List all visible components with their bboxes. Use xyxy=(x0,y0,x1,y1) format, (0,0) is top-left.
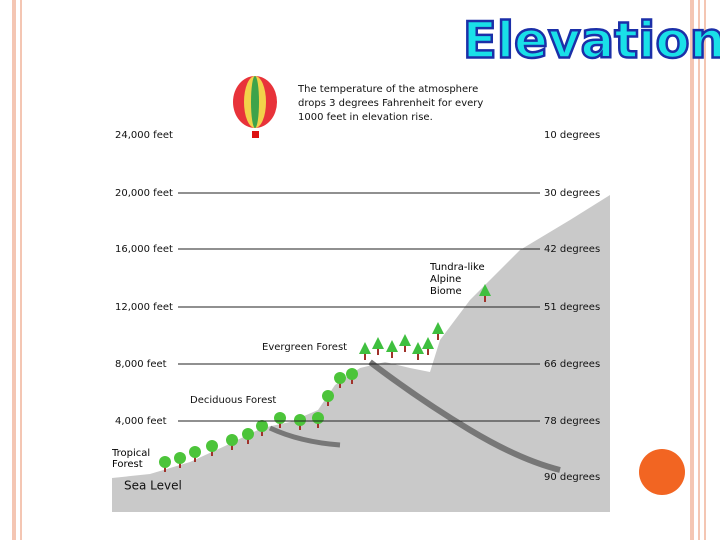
tree-crown xyxy=(206,440,218,452)
tree-crown xyxy=(174,452,186,464)
slide-title: Elevation xyxy=(463,12,720,70)
ridge xyxy=(268,425,341,448)
tree-crown xyxy=(159,456,171,468)
elevation-label: 24,000 feet xyxy=(115,130,173,141)
tree-crown xyxy=(432,322,444,334)
trees xyxy=(159,284,491,472)
tree-crown xyxy=(294,414,306,426)
elevation-label: Sea Level xyxy=(124,479,182,493)
tree-crown xyxy=(386,340,398,352)
tree-crown xyxy=(226,434,238,446)
temperature-label: 10 degrees xyxy=(544,130,600,141)
tree-crown xyxy=(256,420,268,432)
elevation-label: 20,000 feet xyxy=(115,188,173,199)
tree-crown xyxy=(334,372,346,384)
zone-label: Tropical Forest xyxy=(112,448,151,470)
note-line: The temperature of the atmosphere xyxy=(297,84,478,95)
tree-crown xyxy=(422,337,434,349)
temperature-label: 42 degrees xyxy=(544,244,600,255)
temperature-label: 66 degrees xyxy=(544,359,600,370)
tree-crown xyxy=(399,334,411,346)
diagram: 24,000 feet 10 degrees 20,000 feet 30 degre… xyxy=(112,76,610,512)
zone-label: Evergreen Forest xyxy=(262,342,347,353)
tree-crown xyxy=(274,412,286,424)
tree-crown xyxy=(312,412,324,424)
temperature-label: 30 degrees xyxy=(544,188,600,199)
elevation-label: 8,000 feet xyxy=(115,359,167,370)
temperature-label: 78 degrees xyxy=(544,416,600,427)
elevation-label: 4,000 feet xyxy=(115,416,167,427)
tree-crown xyxy=(412,342,424,354)
tree-crown xyxy=(359,342,371,354)
balloon xyxy=(233,76,277,138)
tree-crown xyxy=(479,284,491,296)
zone-label: Deciduous Forest xyxy=(190,395,276,406)
temperature-label: 51 degrees xyxy=(544,302,600,313)
elevation-label: 12,000 feet xyxy=(115,302,173,313)
zone-box: Tropical Forest xyxy=(112,448,151,470)
note-line: drops 3 degrees Fahrenheit for every xyxy=(298,98,483,109)
ridge xyxy=(368,359,561,473)
note-line: 1000 feet in elevation rise. xyxy=(298,112,433,123)
slide-border xyxy=(12,0,706,540)
tree-crown xyxy=(322,390,334,402)
tree-crown xyxy=(372,337,384,349)
tree-crown xyxy=(189,446,201,458)
mountain xyxy=(112,195,610,512)
decor-circle xyxy=(639,449,685,495)
zone-label: Tundra-like Alpine Biome xyxy=(430,262,485,297)
tree-crown xyxy=(242,428,254,440)
elevation-label: 16,000 feet xyxy=(115,244,173,255)
tree-crown xyxy=(346,368,358,380)
zone-box: Tundra-like Alpine Biome xyxy=(430,262,485,297)
temperature-label: 90 degrees xyxy=(544,472,600,483)
